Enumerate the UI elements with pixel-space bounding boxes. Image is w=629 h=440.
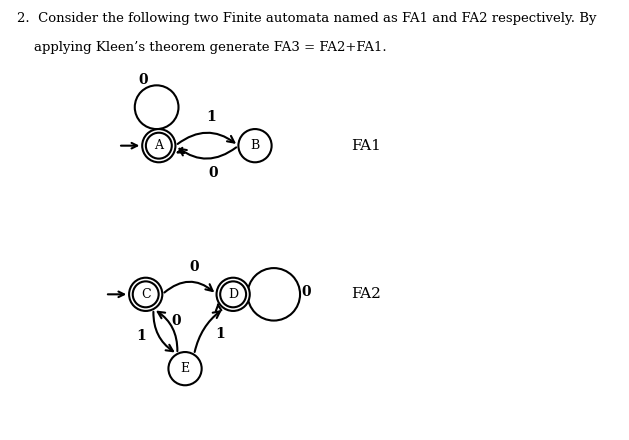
Text: 0: 0 [139,73,148,87]
Text: 0: 0 [302,285,311,299]
Text: FA2: FA2 [351,287,381,301]
FancyArrowPatch shape [158,312,177,351]
Text: applying Kleen’s theorem generate FA3 = FA2+FA1.: applying Kleen’s theorem generate FA3 = … [17,41,386,54]
Text: D: D [228,288,238,301]
Text: 1: 1 [215,326,225,341]
Circle shape [129,278,162,311]
Text: 0: 0 [189,260,199,274]
Text: C: C [141,288,150,301]
Circle shape [169,352,202,385]
Circle shape [238,129,272,162]
FancyArrowPatch shape [177,133,235,144]
FancyArrowPatch shape [179,147,237,159]
FancyArrowPatch shape [153,312,173,351]
Text: FA1: FA1 [351,139,381,153]
Text: E: E [181,362,189,375]
Text: 2.  Consider the following two Finite automata named as FA1 and FA2 respectively: 2. Consider the following two Finite aut… [17,12,596,26]
Circle shape [216,278,250,311]
Circle shape [142,129,175,162]
Text: 1: 1 [206,110,216,124]
Text: A: A [154,139,164,152]
Text: 0: 0 [209,166,218,180]
FancyArrowPatch shape [164,282,213,293]
Text: 0: 0 [172,314,181,327]
Text: 1: 1 [136,329,146,343]
Text: B: B [250,139,260,152]
FancyArrowPatch shape [194,312,220,352]
